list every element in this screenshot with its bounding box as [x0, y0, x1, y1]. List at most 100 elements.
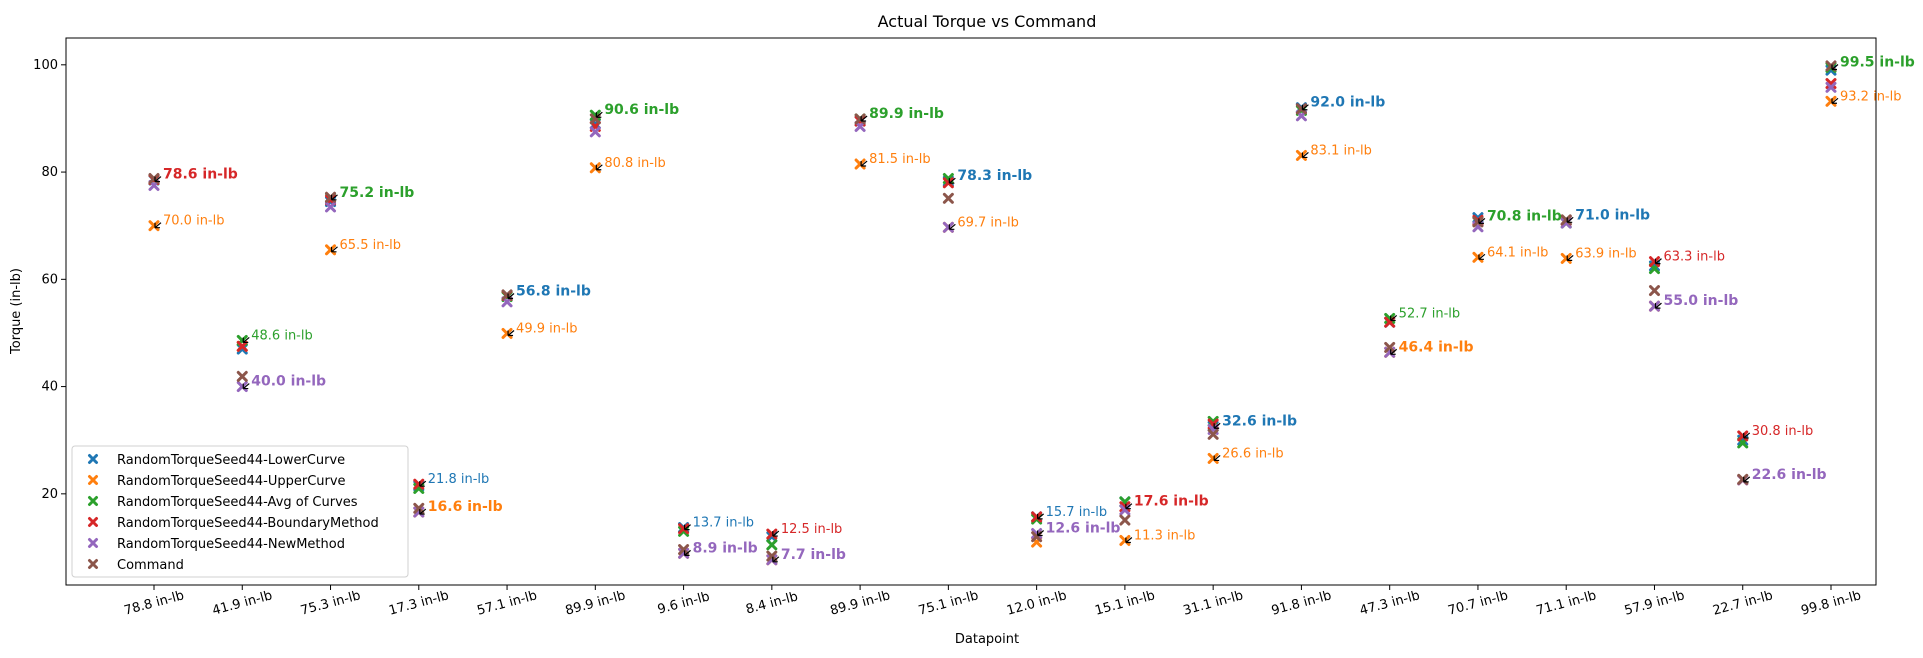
y-tick-label: 100 [33, 58, 58, 73]
data-annotation: 90.6 in-lb [604, 102, 679, 118]
data-annotation: 13.7 in-lb [693, 516, 754, 531]
annotation-arrow [1831, 97, 1839, 104]
data-annotation: 75.2 in-lb [340, 185, 415, 201]
data-annotation: 69.7 in-lb [957, 215, 1018, 230]
x-tick-label: 91.8 in-lb [1270, 588, 1333, 618]
data-point-marker [1295, 149, 1307, 161]
annotation-arrow [1125, 537, 1133, 544]
data-annotation: 80.8 in-lb [604, 156, 665, 171]
x-tick-label: 89.9 in-lb [564, 588, 627, 618]
data-annotation: 55.0 in-lb [1663, 293, 1738, 309]
annotation-arrow [1213, 454, 1221, 462]
legend-marker [88, 538, 98, 548]
legend-label: RandomTorqueSeed44-BoundaryMethod [117, 516, 379, 531]
data-point-marker [236, 343, 248, 355]
annotation-arrow [1125, 503, 1133, 510]
annotation-arrow [1831, 64, 1839, 71]
data-annotation: 65.5 in-lb [340, 238, 401, 253]
data-annotation: 12.5 in-lb [781, 522, 842, 537]
data-annotation: 26.6 in-lb [1222, 446, 1283, 461]
plot-area [65, 37, 1877, 586]
data-point-marker [236, 340, 248, 352]
legend-marker [88, 496, 98, 506]
y-tick-label: 20 [41, 487, 58, 502]
legend-marker [88, 475, 98, 485]
y-tick-label: 60 [41, 272, 58, 287]
legend-label: RandomTorqueSeed44-UpperCurve [117, 474, 346, 489]
x-tick-label: 78.8 in-lb [122, 588, 185, 618]
data-point-marker [678, 523, 690, 535]
data-point-marker [1119, 514, 1131, 526]
annotation-arrow [1478, 253, 1486, 260]
data-annotation: 71.0 in-lb [1575, 207, 1650, 223]
data-point-marker [1384, 341, 1396, 353]
data-annotation: 48.6 in-lb [251, 328, 312, 343]
annotation-arrow [772, 530, 780, 537]
data-annotation: 8.9 in-lb [693, 540, 758, 556]
data-point-marker [236, 381, 248, 393]
data-point-marker [236, 370, 248, 382]
data-point-marker [1648, 285, 1660, 297]
data-annotation: 32.6 in-lb [1222, 413, 1297, 429]
annotation-arrow [948, 223, 956, 230]
y-tick-label: 40 [41, 380, 58, 395]
x-tick-label: 47.3 in-lb [1358, 588, 1421, 618]
data-annotation: 40.0 in-lb [251, 374, 326, 390]
x-tick-label: 89.9 in-lb [829, 588, 892, 618]
y-tick-label: 80 [41, 165, 58, 180]
annotation-arrow [1301, 151, 1309, 159]
data-point-marker [1207, 452, 1219, 464]
legend-marker [88, 559, 98, 569]
annotation-arrow [1566, 216, 1574, 223]
data-annotation: 46.4 in-lb [1399, 339, 1474, 355]
x-tick-label: 22.7 in-lb [1711, 588, 1774, 618]
annotation-arrow [1743, 476, 1751, 483]
annotation-arrow [860, 160, 868, 167]
data-annotation: 83.1 in-lb [1310, 143, 1371, 158]
data-point-marker [1825, 95, 1837, 107]
data-point-marker [589, 162, 601, 174]
data-point-marker [942, 177, 954, 189]
annotation-arrow [1478, 217, 1486, 225]
x-tick-label: 71.1 in-lb [1535, 588, 1598, 618]
data-point-marker [413, 502, 425, 514]
legend-marker [88, 517, 98, 527]
annotation-arrow [860, 115, 868, 122]
data-annotation: 56.8 in-lb [516, 283, 591, 299]
data-point-marker [1031, 513, 1043, 525]
data-annotation: 49.9 in-lb [516, 321, 577, 336]
data-point-marker [766, 539, 778, 551]
data-point-marker [1648, 300, 1660, 312]
legend-label: RandomTorqueSeed44-Avg of Curves [117, 495, 358, 510]
x-tick-label: 57.9 in-lb [1623, 588, 1686, 618]
data-annotation: 7.7 in-lb [781, 547, 846, 563]
annotation-arrow [683, 549, 691, 556]
annotation-arrow [154, 222, 162, 229]
annotation-arrow [948, 177, 956, 184]
annotation-arrow [1654, 302, 1662, 309]
annotation-arrow [595, 164, 603, 171]
data-point-marker [325, 201, 337, 213]
data-point-marker [854, 120, 866, 132]
x-tick-label: 57.1 in-lb [476, 588, 539, 618]
x-tick-label: 9.6 in-lb [656, 589, 711, 617]
x-tick-label: 70.7 in-lb [1446, 588, 1509, 618]
annotation-arrow [419, 508, 427, 515]
data-annotation: 78.3 in-lb [957, 168, 1032, 184]
x-tick-label: 17.3 in-lb [387, 588, 450, 618]
annotation-arrow [683, 524, 691, 531]
data-point-marker [1560, 252, 1572, 264]
annotation-arrow [1301, 104, 1309, 111]
legend-label: RandomTorqueSeed44-NewMethod [117, 537, 345, 552]
x-tick-label: 75.3 in-lb [299, 588, 362, 618]
annotation-arrow [1743, 432, 1751, 439]
annotation-arrow [242, 336, 250, 344]
annotation-arrow [772, 556, 780, 563]
data-annotation: 70.0 in-lb [163, 214, 224, 229]
annotation-arrow [419, 480, 427, 487]
annotation-arrow [1390, 348, 1398, 355]
legend-box [71, 445, 409, 578]
data-point-marker [325, 244, 337, 256]
data-annotation: 17.6 in-lb [1134, 494, 1209, 510]
